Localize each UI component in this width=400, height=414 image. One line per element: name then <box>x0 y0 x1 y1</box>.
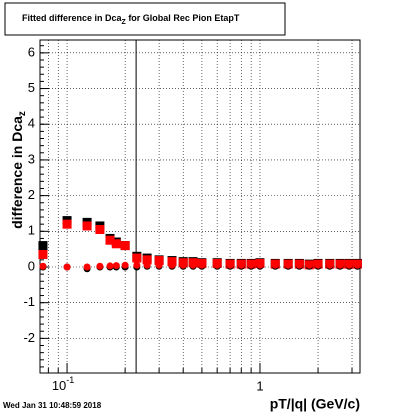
point <box>132 253 142 263</box>
y-tick-label: 3 <box>28 151 35 166</box>
point <box>143 261 151 269</box>
y-tick-label: 5 <box>28 80 35 95</box>
point <box>62 219 72 229</box>
point <box>38 241 48 251</box>
title-sub: Z <box>122 19 127 26</box>
point <box>336 261 344 269</box>
timestamp: Wed Jan 31 10:48:59 2018 <box>3 401 102 410</box>
y-tick-label: 6 <box>28 44 35 59</box>
point <box>95 225 105 235</box>
point <box>96 262 104 270</box>
x-tick-base: 10 <box>52 378 66 393</box>
point <box>39 262 47 270</box>
point <box>326 261 334 269</box>
point <box>256 261 264 269</box>
y-label-text: difference in Dca <box>9 116 25 229</box>
plot-frame <box>39 39 361 374</box>
y-axis-label: difference in Dcaz <box>9 111 28 229</box>
y-tick-label: 2 <box>28 187 35 202</box>
point <box>237 261 245 269</box>
point <box>353 261 361 269</box>
point <box>168 261 176 269</box>
point <box>120 241 130 251</box>
y-tick-label: -1 <box>23 294 35 309</box>
x-tick-label: 10-1 <box>52 375 74 393</box>
point <box>179 261 187 269</box>
point <box>154 256 164 266</box>
y-tick-label: 0 <box>28 258 35 273</box>
title-box <box>4 2 286 36</box>
point <box>111 239 121 249</box>
x-tick-label: 1 <box>256 378 263 393</box>
point <box>106 262 114 270</box>
x-tick-exponent: -1 <box>66 375 74 385</box>
x-axis-label: pT/|q| (GeV/c) <box>270 396 360 412</box>
y-tick-label: -2 <box>23 330 35 345</box>
point <box>155 261 163 269</box>
y-tick-label: 4 <box>28 116 35 131</box>
point <box>83 263 91 271</box>
point <box>314 261 322 269</box>
point <box>63 263 71 271</box>
point <box>271 261 279 269</box>
point <box>295 261 303 269</box>
point <box>284 261 292 269</box>
title-rest: for Global Rec Pion EtapT <box>126 13 240 23</box>
point <box>167 257 177 267</box>
point <box>82 221 92 231</box>
point <box>189 261 197 269</box>
point <box>38 250 48 260</box>
point <box>112 262 120 270</box>
point <box>142 255 152 265</box>
title-text: Fitted difference in Dca <box>22 13 123 23</box>
point <box>345 261 353 269</box>
point <box>105 235 115 245</box>
y-tick-label: 1 <box>28 223 35 238</box>
point <box>121 261 129 269</box>
chart-title: Fitted difference in DcaZ for Global Rec… <box>22 13 240 25</box>
point <box>213 261 221 269</box>
point <box>305 261 313 269</box>
point <box>133 261 141 269</box>
y-label-sub: z <box>17 111 28 116</box>
point <box>198 261 206 269</box>
point <box>247 261 255 269</box>
point <box>226 261 234 269</box>
